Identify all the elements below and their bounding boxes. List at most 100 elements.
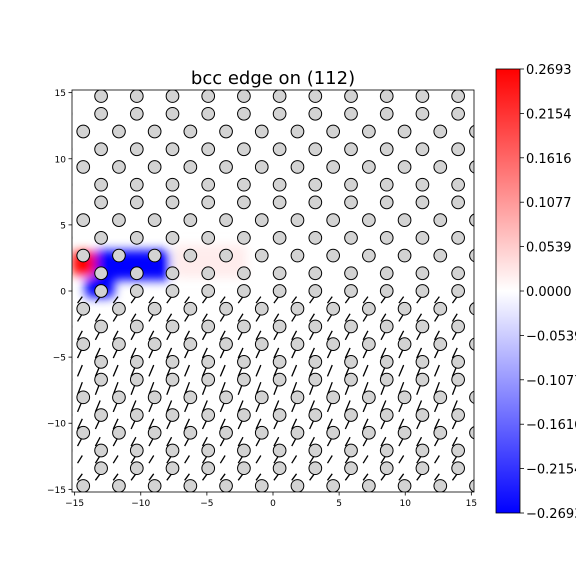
displacement-arrow (326, 473, 333, 481)
atom (379, 372, 394, 387)
atom (77, 72, 90, 85)
atom (165, 266, 180, 281)
atom (308, 90, 323, 103)
atom (219, 301, 233, 316)
atom (433, 337, 448, 352)
atom (147, 213, 162, 227)
atom (201, 177, 216, 192)
atom (165, 372, 180, 387)
atom (201, 372, 216, 387)
displacement-arrow (130, 296, 137, 304)
atom (129, 443, 144, 458)
atom (415, 319, 430, 334)
atom (254, 390, 269, 405)
atom (290, 160, 305, 174)
atom (451, 195, 465, 210)
atom (183, 390, 198, 405)
displacement-arrow (130, 313, 137, 322)
displacement-arrow (184, 418, 191, 430)
atom (415, 106, 430, 121)
atom (451, 177, 465, 192)
colorbar-ticks: 0.2693 0.2154 0.1616 0.1077 0.0539 0.0000 −0.0… (520, 63, 576, 522)
atom (72, 271, 73, 276)
atom (112, 337, 126, 352)
displacement-arrow (112, 473, 119, 481)
displacement-arrow (362, 330, 369, 341)
displacement-arrow (273, 473, 280, 481)
atom (129, 142, 144, 157)
displacement-arrow (273, 347, 280, 359)
atom (94, 90, 108, 103)
atom (451, 319, 465, 334)
atom (344, 319, 358, 334)
colorbar-tick-label: −0.1616 (526, 418, 576, 433)
atom (416, 497, 429, 510)
atom (147, 425, 162, 440)
atom (308, 284, 323, 298)
atom (362, 479, 376, 492)
displacement-arrow (434, 296, 440, 304)
displacement-arrow (148, 296, 155, 304)
atom (94, 106, 108, 121)
atom (326, 390, 341, 405)
displacement-arrow (77, 455, 83, 464)
atom (129, 106, 144, 121)
displacement-arrow (237, 473, 244, 481)
atom (433, 479, 448, 492)
displacement-arrow (273, 313, 280, 322)
atom (469, 390, 474, 404)
displacement-arrow (112, 296, 119, 304)
atom (112, 213, 126, 227)
atom (415, 355, 430, 369)
displacement-arrow (291, 473, 298, 481)
displacement-arrow (434, 473, 440, 481)
displacement-arrow (434, 418, 440, 430)
atom (308, 355, 323, 369)
y-tick-label: −10 (47, 420, 66, 430)
atom (379, 106, 394, 121)
atom (272, 461, 287, 476)
atom (129, 266, 144, 281)
atom (201, 355, 216, 369)
displacement-arrow (148, 455, 155, 464)
displacement-arrow (237, 436, 244, 447)
atom (362, 160, 376, 174)
atom (434, 72, 447, 85)
atom (165, 461, 180, 476)
displacement-arrow (112, 455, 119, 464)
atom (272, 142, 287, 157)
atom (165, 195, 180, 210)
atom (112, 124, 126, 139)
colorbar-tick-label: −0.1077 (526, 374, 576, 389)
displacement-arrow (148, 473, 155, 481)
displacement-arrow (255, 455, 262, 464)
colorbar-tick-label: −0.0539 (526, 329, 576, 344)
displacement-arrow (184, 455, 190, 464)
atom (272, 90, 287, 103)
displacement-arrow (416, 296, 423, 304)
atom (452, 497, 465, 510)
atom (72, 112, 73, 116)
atom (254, 425, 269, 440)
atom (469, 479, 474, 492)
atom (344, 266, 358, 281)
atom (379, 266, 394, 281)
atom (451, 355, 465, 369)
atom (94, 266, 108, 281)
displacement-arrow (273, 296, 280, 304)
atom (397, 124, 412, 139)
atom (451, 266, 465, 281)
displacement-arrow (112, 364, 119, 377)
displacement-arrow (362, 455, 369, 464)
atom (362, 390, 376, 405)
atom (415, 90, 430, 103)
atom (344, 90, 358, 103)
atom (165, 355, 180, 369)
atom (94, 372, 108, 387)
displacement-arrow (166, 473, 173, 481)
atom (290, 124, 305, 139)
displacement-arrow (76, 330, 83, 341)
displacement-arrow (184, 364, 191, 377)
atom (379, 461, 394, 476)
displacement-arrow (362, 296, 369, 304)
